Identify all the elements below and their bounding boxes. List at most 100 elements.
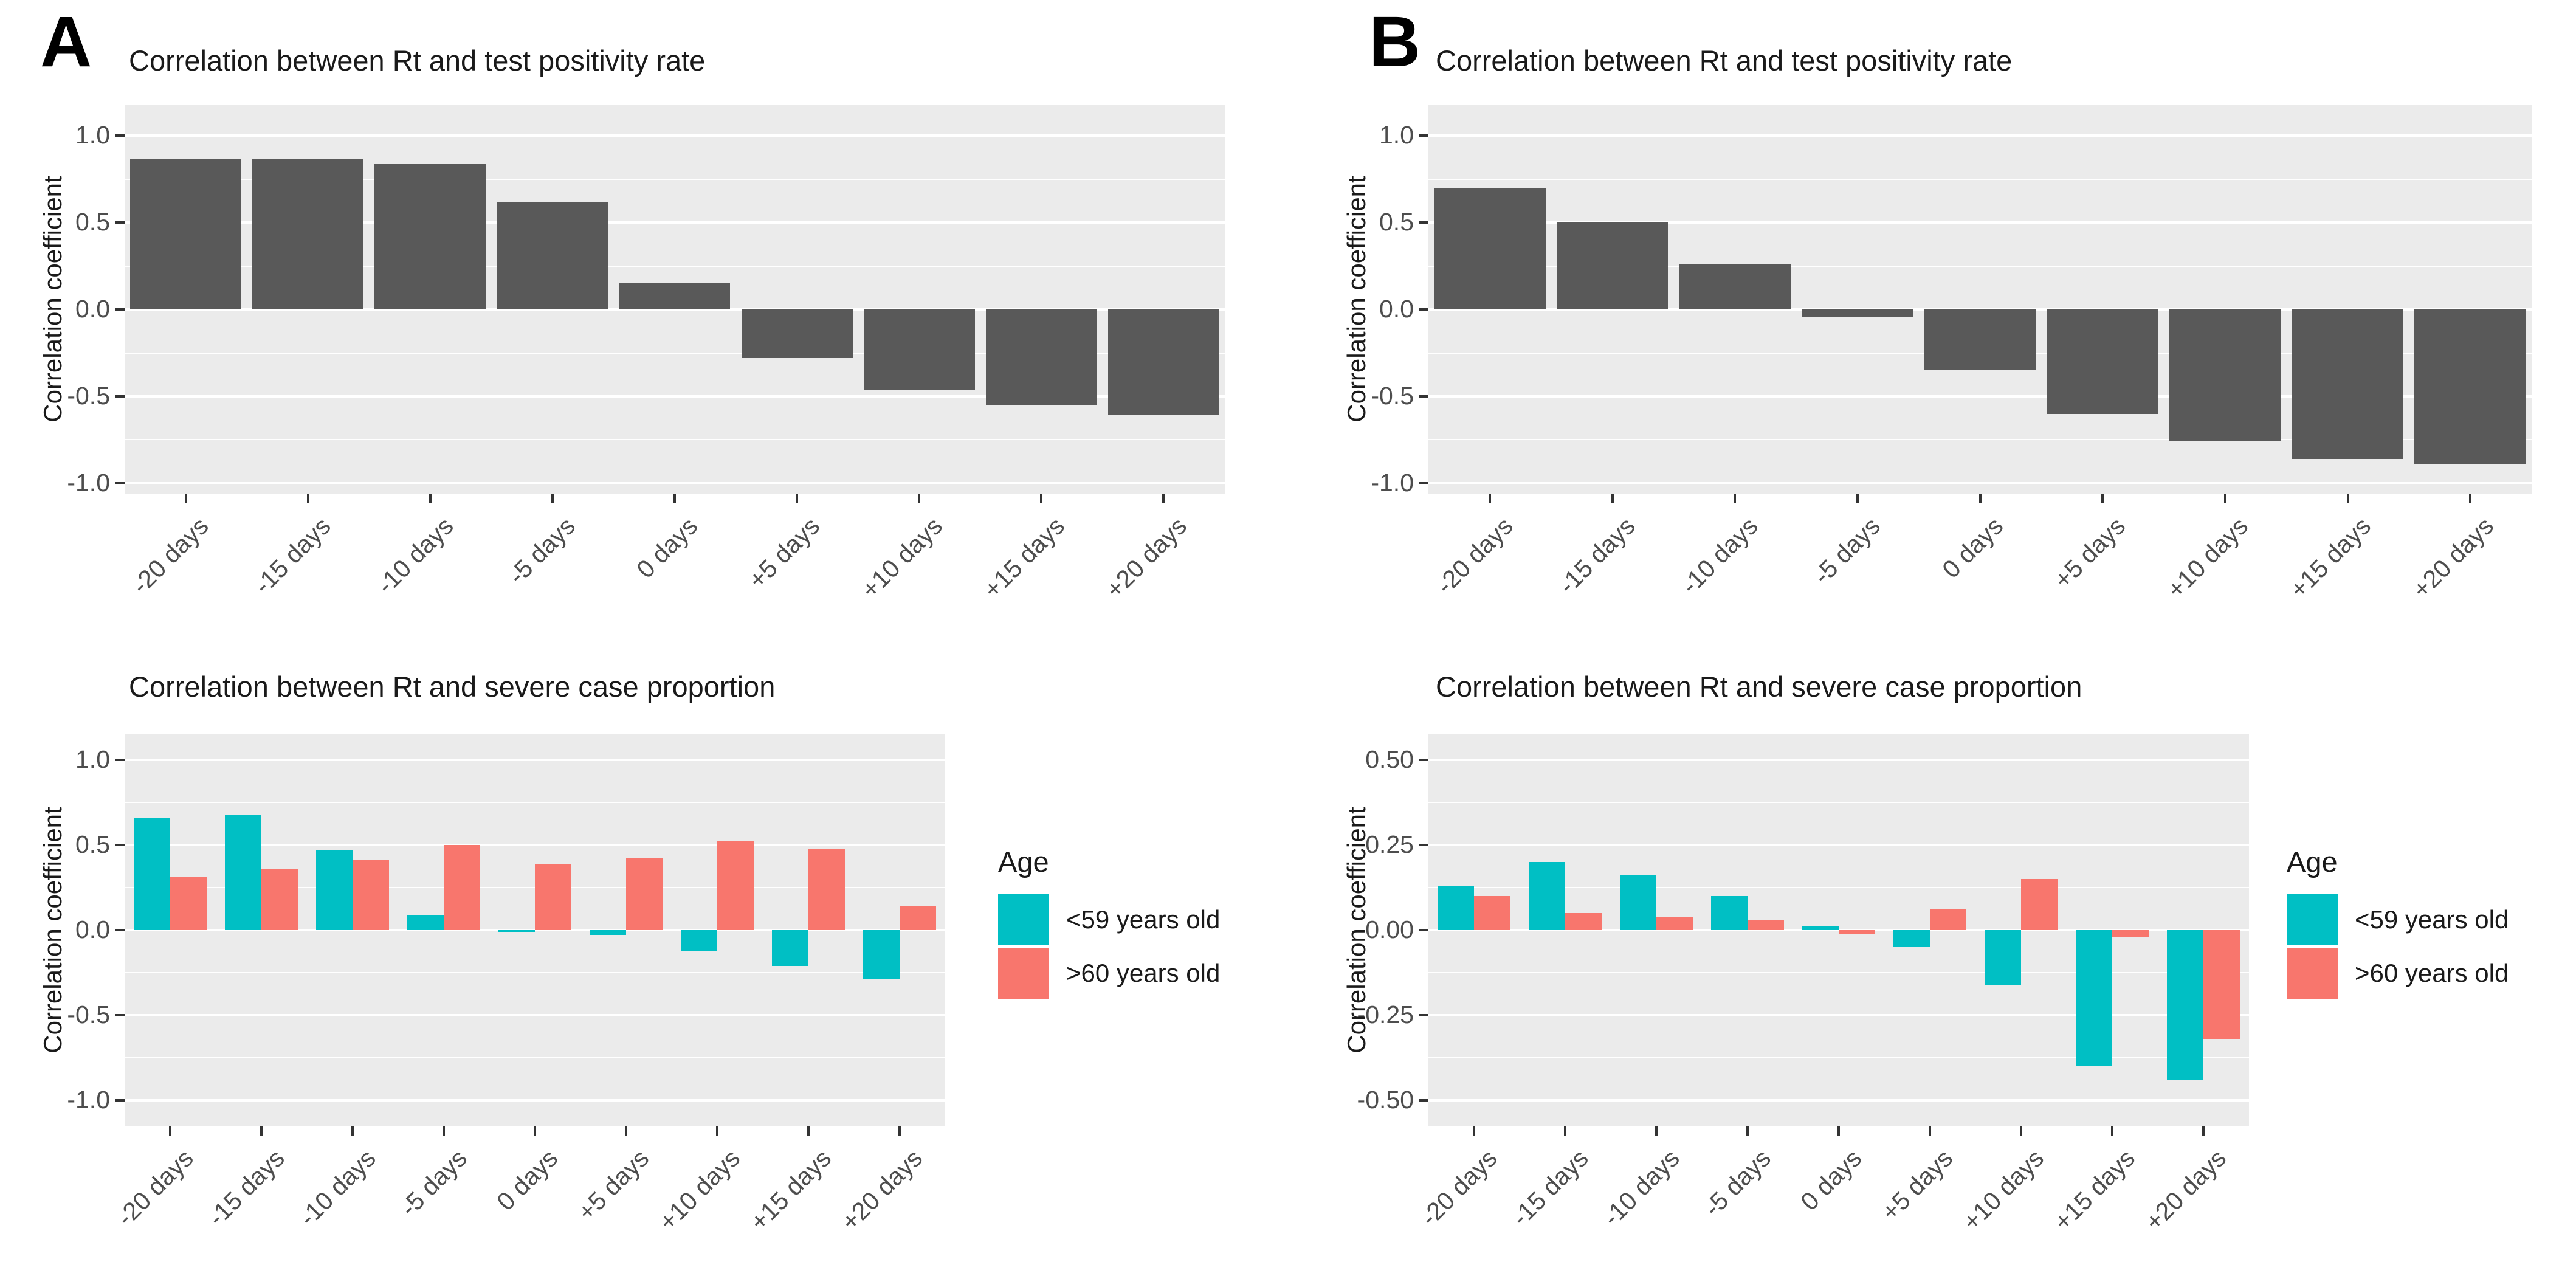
x-tick-label-text: -10 days xyxy=(1597,1144,1685,1232)
x-tick-mark xyxy=(306,494,309,503)
major-gridline xyxy=(1428,844,2249,846)
major-gridline xyxy=(125,308,1225,311)
minor-gridline xyxy=(125,352,1225,354)
y-tick-mark xyxy=(115,221,125,224)
y-tick-label: -0.50 xyxy=(1357,1086,1414,1114)
major-gridline xyxy=(1428,134,2532,137)
y-tick-mark xyxy=(115,759,125,761)
bar xyxy=(1556,222,1669,310)
x-tick-label-text: +20 days xyxy=(2140,1144,2232,1236)
bar xyxy=(1839,930,1875,934)
x-tick-label-text: -15 days xyxy=(1506,1144,1594,1232)
x-tick-mark xyxy=(184,494,187,503)
chart-title: Correlation between Rt and severe case p… xyxy=(129,671,776,703)
y-tick-mark xyxy=(115,308,125,311)
x-tick-label-text: +20 days xyxy=(836,1144,928,1236)
x-tick-label-text: -10 days xyxy=(371,512,459,599)
y-tick-label: 1.0 xyxy=(75,121,110,150)
minor-gridline xyxy=(1428,439,2532,441)
x-tick-mark xyxy=(534,1126,536,1136)
x-tick-label-text: +20 days xyxy=(2406,512,2499,604)
minor-gridline xyxy=(1428,1057,2249,1058)
x-tick-label-text: 0 days xyxy=(1937,512,2009,584)
x-tick-label-text: -10 days xyxy=(293,1144,381,1232)
y-tick-mark xyxy=(115,1014,125,1016)
bar xyxy=(374,164,486,310)
y-tick-mark xyxy=(1419,1099,1428,1102)
bar xyxy=(2169,309,2281,442)
bar xyxy=(741,309,853,359)
x-tick-label-text: -20 days xyxy=(126,512,215,599)
x-tick-label-text: -20 days xyxy=(1414,1144,1503,1232)
y-axis-title-text: Correlation coefficient xyxy=(1342,807,1371,1053)
bar xyxy=(1748,920,1784,930)
bar xyxy=(252,158,364,310)
x-tick-mark xyxy=(807,1126,810,1136)
x-tick-label-text: -5 days xyxy=(503,512,581,590)
x-tick-label-text: -15 days xyxy=(249,512,337,599)
bar xyxy=(2076,930,2112,1066)
minor-gridline xyxy=(1428,802,2249,803)
bar xyxy=(1893,930,1930,947)
bar xyxy=(261,869,298,930)
bar xyxy=(717,841,754,930)
bar xyxy=(1107,309,1219,416)
y-tick-label: 0.5 xyxy=(1379,208,1414,236)
x-tick-mark xyxy=(2020,1126,2022,1136)
x-tick-mark xyxy=(673,494,676,503)
bar xyxy=(681,930,717,951)
legend-label: >60 years old xyxy=(2355,959,2509,987)
x-tick-label-text: +5 days xyxy=(743,512,825,594)
bar xyxy=(225,814,261,930)
x-tick-mark xyxy=(260,1126,263,1136)
x-tick-label-text: +10 days xyxy=(2161,512,2254,604)
y-axis-title-text: Correlation coefficient xyxy=(38,176,67,422)
minor-gridline xyxy=(125,1057,945,1058)
bar xyxy=(2047,309,2158,414)
legend-title: Age xyxy=(2287,846,2338,878)
y-tick-mark xyxy=(1419,134,1428,137)
bar xyxy=(134,818,170,930)
major-gridline xyxy=(125,134,1225,137)
x-tick-mark xyxy=(2346,494,2349,503)
minor-gridline xyxy=(1428,972,2249,973)
x-tick-label-text: -5 days xyxy=(394,1144,472,1222)
major-gridline xyxy=(125,221,1225,224)
bar xyxy=(1656,916,1693,930)
y-tick-label: -0.5 xyxy=(1371,382,1414,410)
legend-item-under59: <59 years old xyxy=(2287,894,2509,945)
bar xyxy=(2021,879,2058,930)
x-tick-label-text: 0 days xyxy=(631,512,703,584)
bar xyxy=(619,283,731,310)
x-tick-mark xyxy=(1611,494,1614,503)
x-tick-mark xyxy=(1488,494,1491,503)
x-tick-mark xyxy=(2111,1126,2113,1136)
bar xyxy=(2167,930,2203,1080)
y-tick-mark xyxy=(115,134,125,137)
chart-title: Correlation between Rt and severe case p… xyxy=(1436,671,2082,703)
y-tick-label: 0.0 xyxy=(75,915,110,943)
x-tick-mark xyxy=(625,1126,627,1136)
bar xyxy=(170,877,207,930)
bar xyxy=(498,930,535,932)
x-tick-mark xyxy=(918,494,921,503)
x-tick-label-text: +10 days xyxy=(653,1144,746,1236)
x-tick-label-text: 0 days xyxy=(1795,1144,1867,1216)
x-tick-mark xyxy=(1929,1126,1931,1136)
bar xyxy=(497,202,608,310)
y-tick-label: -0.5 xyxy=(67,382,110,410)
y-tick-label: 0.0 xyxy=(1379,295,1414,323)
bar xyxy=(1474,896,1510,930)
y-tick-mark xyxy=(115,395,125,398)
x-tick-label-text: -5 days xyxy=(1808,512,1886,590)
major-gridline xyxy=(1428,759,2249,761)
minor-gridline xyxy=(1428,178,2532,180)
x-tick-label-text: +15 days xyxy=(745,1144,837,1236)
major-gridline xyxy=(1428,1099,2249,1102)
x-tick-mark xyxy=(551,494,554,503)
x-tick-mark xyxy=(796,494,799,503)
